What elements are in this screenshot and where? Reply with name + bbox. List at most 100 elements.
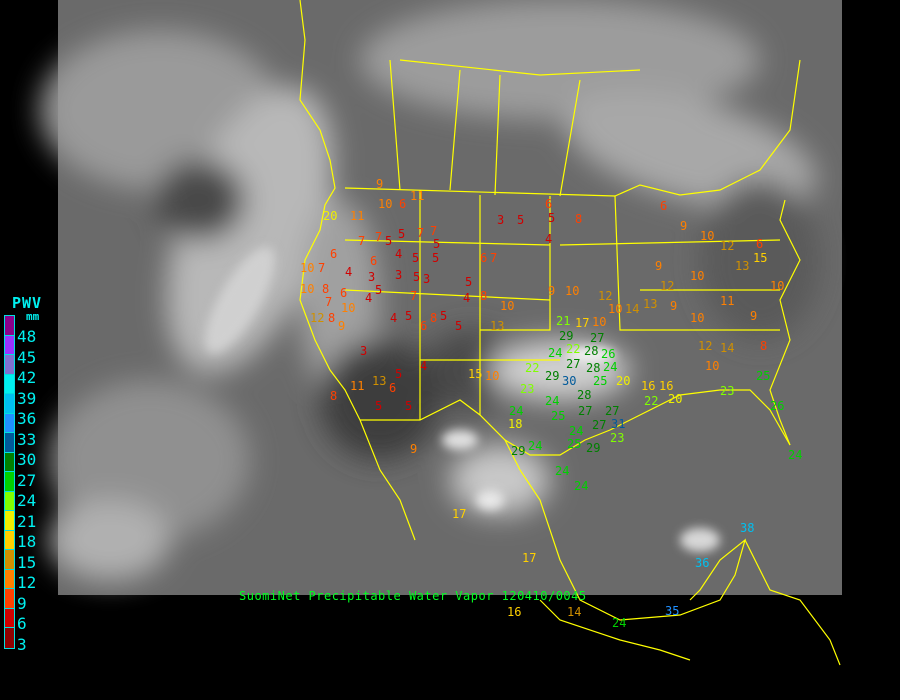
station-pwv-value: 27 <box>578 404 592 418</box>
legend-swatch <box>5 569 14 589</box>
station-pwv-value: 11 <box>410 189 424 203</box>
station-pwv-value: 6 <box>330 247 337 261</box>
station-pwv-value: 28 <box>577 388 591 402</box>
station-pwv-value: 21 <box>556 314 570 328</box>
station-pwv-value: 5 <box>517 213 524 227</box>
station-pwv-value: 7 <box>358 234 365 248</box>
station-pwv-value: 38 <box>740 521 754 535</box>
station-pwv-value: 15 <box>468 367 482 381</box>
station-pwv-value: 6 <box>389 381 396 395</box>
legend-label: 45 <box>17 347 37 367</box>
station-pwv-value: 6 <box>480 251 487 265</box>
station-pwv-value: 6 <box>399 197 406 211</box>
station-pwv-value: 10 <box>485 369 499 383</box>
station-pwv-value: 17 <box>452 507 466 521</box>
station-pwv-value: 22 <box>566 342 580 356</box>
station-pwv-value: 5 <box>405 399 412 413</box>
station-pwv-value: 24 <box>528 439 542 453</box>
station-pwv-value: 22 <box>644 394 658 408</box>
legend-label: 18 <box>17 532 37 551</box>
station-pwv-value: 26 <box>770 399 784 413</box>
station-pwv-value: 3 <box>423 272 430 286</box>
station-pwv-value: 8 <box>760 339 767 353</box>
station-pwv-value: 5 <box>412 251 419 265</box>
station-pwv-value: 5 <box>433 237 440 251</box>
legend-swatch <box>5 511 14 531</box>
station-pwv-value: 17 <box>575 316 589 330</box>
legend-label: 9 <box>17 593 27 613</box>
station-pwv-value: 9 <box>750 309 757 323</box>
station-pwv-value: 27 <box>590 331 604 345</box>
station-pwv-value: 15 <box>753 251 767 265</box>
station-pwv-value: 24 <box>509 404 523 418</box>
station-pwv-value: 4 <box>420 359 427 373</box>
legend-label: 21 <box>17 511 37 531</box>
station-pwv-value: 8 <box>480 289 487 303</box>
station-pwv-value: 8 <box>328 311 335 325</box>
station-pwv-value: 4 <box>463 291 470 305</box>
station-pwv-value: 24 <box>548 346 562 360</box>
station-pwv-value: 10 <box>705 359 719 373</box>
legend-unit: mm <box>26 310 40 323</box>
station-pwv-value: 10 <box>608 302 622 316</box>
station-pwv-value: 28 <box>586 361 600 375</box>
legend-label: 12 <box>17 573 37 592</box>
station-pwv-value: 20 <box>616 374 630 388</box>
station-pwv-value: 26 <box>601 347 615 361</box>
legend-swatch <box>5 413 14 433</box>
legend-label: 36 <box>17 409 37 428</box>
station-pwv-value: 8 <box>430 311 437 325</box>
legend-swatch <box>5 472 14 492</box>
station-pwv-value: 3 <box>395 268 402 282</box>
legend-swatch <box>5 491 14 511</box>
station-pwv-value: 18 <box>508 417 522 431</box>
station-pwv-value: 5 <box>405 309 412 323</box>
legend-swatch <box>5 394 14 414</box>
station-pwv-value: 5 <box>432 251 439 265</box>
station-pwv-value: 23 <box>720 384 734 398</box>
station-pwv-value: 17 <box>522 551 536 565</box>
station-pwv-value: 5 <box>440 309 447 323</box>
station-pwv-value: 12 <box>310 311 324 325</box>
station-pwv-value: 10 <box>500 299 514 313</box>
station-pwv-value: 6 <box>420 319 427 333</box>
station-pwv-value: 10 <box>300 261 314 275</box>
legend-swatch <box>5 589 14 609</box>
station-pwv-value: 4 <box>395 247 402 261</box>
station-pwv-value: 7 <box>430 224 437 238</box>
station-pwv-value: 22 <box>525 361 539 375</box>
station-pwv-value: 25 <box>551 409 565 423</box>
station-pwv-value: 24 <box>574 479 588 493</box>
legend-swatch <box>5 433 14 453</box>
station-pwv-value: 11 <box>350 379 364 393</box>
legend-swatch <box>5 374 14 394</box>
station-pwv-value: 4 <box>365 291 372 305</box>
station-pwv-value: 5 <box>398 227 405 241</box>
station-pwv-value: 16 <box>659 379 673 393</box>
legend-swatch <box>5 452 14 472</box>
station-pwv-value: 25 <box>756 369 770 383</box>
station-pwv-value: 25 <box>567 437 581 451</box>
legend-swatch <box>5 628 14 648</box>
station-pwv-value: 13 <box>490 319 504 333</box>
station-pwv-value: 5 <box>548 211 555 225</box>
station-pwv-value: 35 <box>665 604 679 618</box>
station-pwv-value: 14 <box>720 341 734 355</box>
station-pwv-value: 10 <box>565 284 579 298</box>
station-pwv-value: 25 <box>593 374 607 388</box>
station-pwv-value: 24 <box>545 394 559 408</box>
legend-title: PWV <box>12 294 43 312</box>
station-pwv-value: 36 <box>695 556 709 570</box>
station-pwv-value: 13 <box>372 374 386 388</box>
station-pwv-value: 24 <box>603 360 617 374</box>
station-pwv-value: 3 <box>497 213 504 227</box>
station-pwv-value: 7 <box>325 295 332 309</box>
legend-label: 27 <box>17 470 37 490</box>
station-pwv-value: 29 <box>511 444 525 458</box>
station-pwv-value: 5 <box>455 319 462 333</box>
station-pwv-value: 7 <box>410 289 417 303</box>
station-pwv-value: 13 <box>643 297 657 311</box>
legend-swatch <box>5 530 14 550</box>
station-pwv-value: 5 <box>395 367 402 381</box>
station-pwv-value: 6 <box>340 286 347 300</box>
